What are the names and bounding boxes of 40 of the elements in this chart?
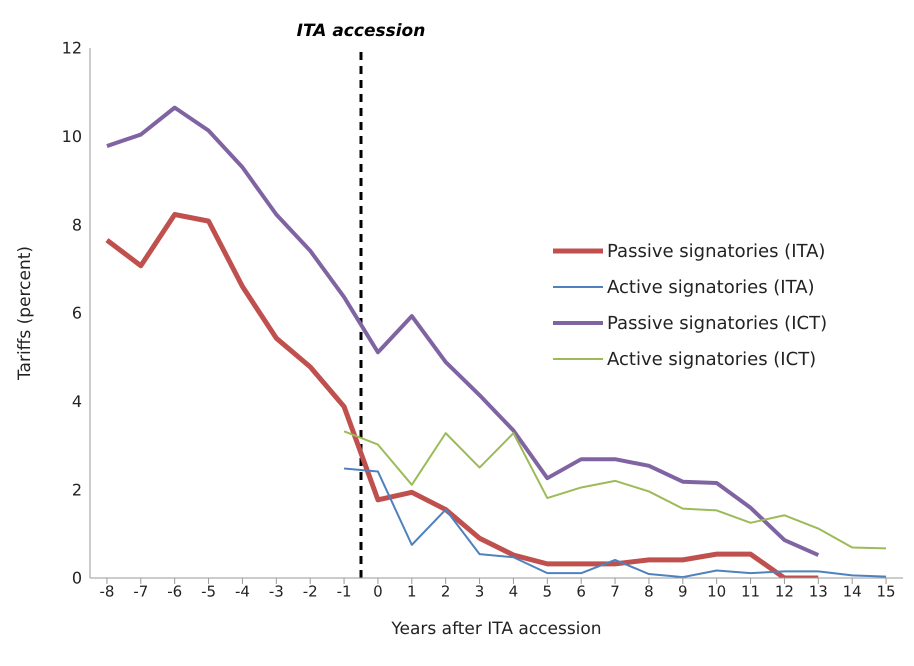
legend-label: Passive signatories (ICT) — [607, 312, 828, 334]
x-tick-label: 11 — [741, 582, 760, 601]
x-tick-label: 3 — [474, 582, 484, 601]
x-tick-label: -6 — [167, 582, 182, 601]
x-tick-label: 10 — [707, 582, 726, 601]
x-tick-label: 2 — [440, 582, 450, 601]
y-tick-label: 10 — [62, 127, 82, 146]
x-tick-label: 4 — [508, 582, 518, 601]
x-tick-label: 13 — [808, 582, 828, 601]
x-tick-label: 15 — [876, 582, 896, 601]
x-tick-label: -2 — [302, 582, 318, 601]
x-tick-label: 8 — [644, 582, 654, 601]
x-tick-label: -8 — [99, 582, 114, 601]
x-tick-label: 12 — [774, 582, 794, 601]
x-tick-label: 5 — [542, 582, 552, 601]
x-tick-label: -3 — [268, 582, 284, 601]
ref-line-label: ITA accession — [296, 21, 426, 41]
x-tick-label: -7 — [133, 582, 148, 601]
line-series — [343, 430, 888, 550]
x-axis-title: Years after ITA accession — [390, 619, 602, 639]
legend-label: Active signatories (ITA) — [607, 276, 815, 298]
x-tick-label: -4 — [234, 582, 250, 601]
x-tick-label: 6 — [576, 582, 586, 601]
x-tick-label: 14 — [842, 582, 862, 601]
x-tick-label: 0 — [373, 582, 383, 601]
line-series — [343, 467, 888, 578]
y-tick-label: 12 — [62, 38, 82, 58]
x-tick-label: -1 — [336, 582, 352, 601]
x-tick-label: 1 — [407, 582, 417, 601]
legend-label: Active signatories (ICT) — [607, 348, 816, 370]
y-tick-label: 8 — [72, 215, 82, 234]
x-tick-label: 7 — [610, 582, 620, 601]
y-tick-label: 2 — [72, 480, 82, 500]
x-tick-label: 9 — [678, 582, 688, 601]
y-axis-title: Tariffs (percent) — [15, 246, 36, 382]
legend-label: Passive signatories (ITA) — [607, 240, 826, 262]
x-tick-label: -5 — [201, 582, 216, 601]
y-tick-label: 6 — [72, 304, 82, 323]
y-tick-label: 0 — [72, 568, 82, 588]
y-tick-label: 4 — [72, 392, 82, 412]
